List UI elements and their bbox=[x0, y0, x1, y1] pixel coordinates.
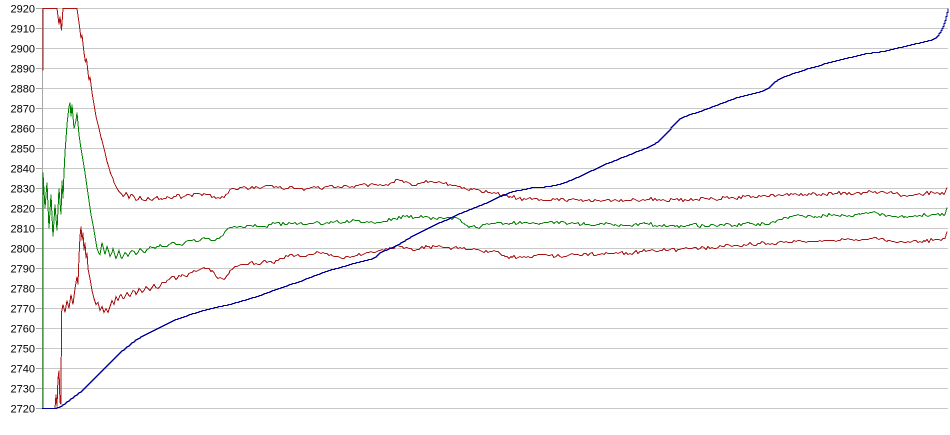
y-axis-label: 2870 bbox=[11, 104, 35, 116]
y-axis-label: 2720 bbox=[11, 404, 35, 416]
y-axis-label: 2830 bbox=[11, 184, 35, 196]
y-axis-label: 2810 bbox=[11, 224, 35, 236]
y-axis-label: 2750 bbox=[11, 344, 35, 356]
upper-red-band bbox=[42, 8, 948, 203]
lower-red-band bbox=[54, 226, 948, 409]
y-axis-label: 2890 bbox=[11, 64, 35, 76]
y-axis-label: 2880 bbox=[11, 84, 35, 96]
blue-cumulative-line bbox=[42, 8, 949, 409]
y-axis-label: 2730 bbox=[11, 384, 35, 396]
y-axis-label: 2780 bbox=[11, 284, 35, 296]
y-axis-label: 2910 bbox=[11, 24, 35, 36]
y-axis-label: 2920 bbox=[11, 4, 35, 16]
y-axis-label: 2740 bbox=[11, 364, 35, 376]
mid-green-line bbox=[42, 102, 948, 409]
y-axis-label: 2760 bbox=[11, 324, 35, 336]
y-axis-label: 2820 bbox=[11, 204, 35, 216]
y-axis-label: 2800 bbox=[11, 244, 35, 256]
y-axis-label: 2790 bbox=[11, 264, 35, 276]
y-axis-label: 2770 bbox=[11, 304, 35, 316]
y-axis-label: 2840 bbox=[11, 164, 35, 176]
y-axis-label: 2900 bbox=[11, 44, 35, 56]
y-axis-label: 2850 bbox=[11, 144, 35, 156]
y-axis-label: 2860 bbox=[11, 124, 35, 136]
